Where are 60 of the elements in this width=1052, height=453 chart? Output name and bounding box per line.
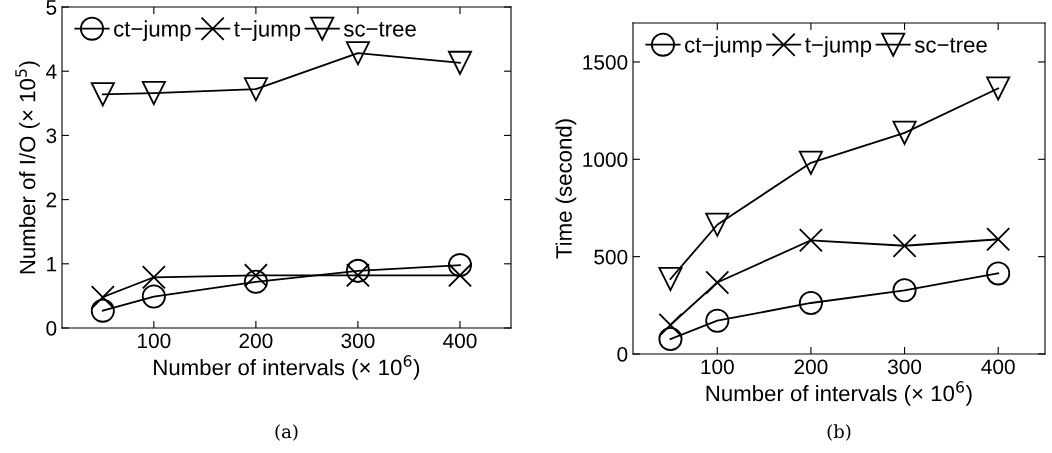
text: (b) bbox=[827, 424, 851, 441]
legend-label: sc−tree bbox=[914, 38, 987, 53]
point bbox=[705, 308, 730, 333]
x-tick-label: 300 bbox=[341, 333, 375, 349]
y-tick-label: 500 bbox=[594, 249, 628, 265]
point bbox=[90, 285, 115, 310]
point bbox=[345, 41, 370, 66]
y-tick-label: 1 bbox=[47, 257, 57, 272]
point bbox=[892, 278, 917, 303]
point bbox=[986, 76, 1011, 101]
y-axis-title: Time (second) bbox=[555, 119, 577, 259]
point bbox=[243, 263, 268, 288]
point bbox=[986, 227, 1011, 252]
point bbox=[447, 253, 472, 278]
x-axis-title: Number of intervals (× 10$^{6}$) bbox=[154, 355, 420, 380]
point bbox=[986, 261, 1011, 286]
point bbox=[90, 82, 115, 107]
x-tick-label: 400 bbox=[443, 333, 477, 349]
point bbox=[705, 212, 730, 237]
x-axis-title: Number of intervals (× 10$^{6}$) bbox=[706, 381, 972, 406]
legend-label: ct−jump bbox=[114, 20, 191, 42]
point bbox=[447, 263, 472, 288]
point bbox=[892, 233, 917, 258]
point bbox=[345, 258, 370, 283]
point bbox=[798, 150, 823, 175]
legend-label: t−jump bbox=[234, 20, 301, 42]
point bbox=[90, 298, 115, 323]
y-tick-label: 1500 bbox=[583, 54, 628, 70]
y-tick-label: 2 bbox=[46, 192, 57, 208]
legend-label: sc−tree bbox=[343, 22, 416, 37]
x-tick-label: 100 bbox=[138, 333, 171, 349]
y-tick-label: 5 bbox=[46, 0, 57, 15]
x-tick-label: 400 bbox=[981, 359, 1015, 375]
point bbox=[345, 263, 370, 288]
text: (a) bbox=[275, 424, 298, 441]
point bbox=[892, 120, 917, 145]
y-tick-label: 0 bbox=[617, 347, 628, 362]
point bbox=[141, 81, 166, 106]
y-axis-title: Number of I/O (× 10$^{5}$) bbox=[15, 61, 40, 274]
y-tick-label: 4 bbox=[46, 64, 57, 79]
point bbox=[798, 228, 823, 253]
point bbox=[243, 269, 268, 294]
point bbox=[658, 326, 683, 352]
point bbox=[798, 290, 823, 316]
x-tick-label: 200 bbox=[239, 333, 273, 349]
x-tick-label: 300 bbox=[887, 359, 922, 375]
point bbox=[141, 284, 166, 309]
y-tick-label: 3 bbox=[46, 128, 57, 144]
point bbox=[658, 312, 683, 338]
x-tick-label: 200 bbox=[794, 359, 828, 375]
x-tick-label: 100 bbox=[701, 359, 734, 375]
legend-label: t−jump bbox=[805, 36, 872, 58]
point bbox=[141, 265, 166, 290]
y-tick-label: 1000 bbox=[583, 152, 628, 168]
legend-label: ct−jump bbox=[685, 36, 762, 58]
y-tick-label: 0 bbox=[46, 321, 57, 336]
point bbox=[447, 50, 472, 75]
point bbox=[658, 267, 683, 292]
point bbox=[705, 270, 730, 295]
point bbox=[243, 77, 268, 102]
